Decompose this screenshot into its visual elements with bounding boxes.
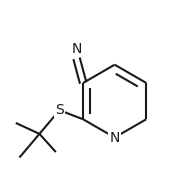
Text: N: N xyxy=(71,42,82,56)
Text: S: S xyxy=(55,103,64,117)
Text: N: N xyxy=(109,130,120,144)
